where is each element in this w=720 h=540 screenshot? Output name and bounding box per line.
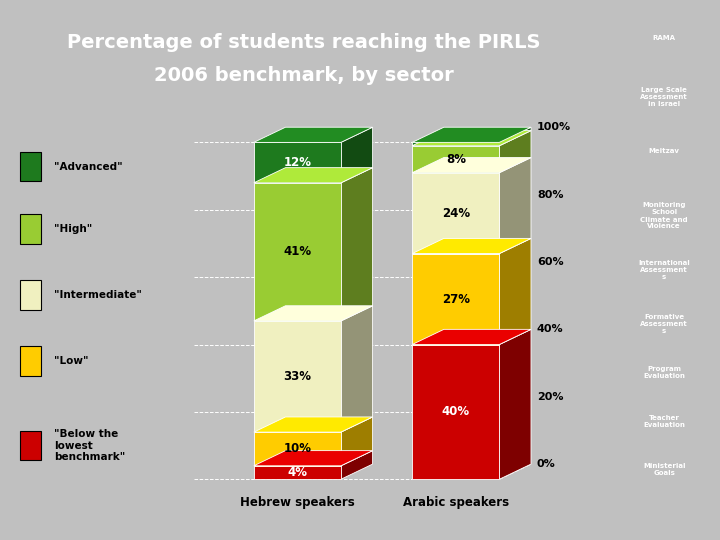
Text: Ministerial
Goals: Ministerial Goals xyxy=(643,463,685,476)
Text: "Below the
lowest
benchmark": "Below the lowest benchmark" xyxy=(54,429,125,462)
Polygon shape xyxy=(500,238,531,345)
Text: "Advanced": "Advanced" xyxy=(54,161,123,172)
Text: Monitoring
School
Climate and
Violence: Monitoring School Climate and Violence xyxy=(640,202,688,230)
Polygon shape xyxy=(413,131,531,146)
Text: 2006 benchmark, by sector: 2006 benchmark, by sector xyxy=(154,66,454,85)
Polygon shape xyxy=(254,306,373,321)
Text: 0%: 0% xyxy=(537,459,556,469)
Polygon shape xyxy=(413,238,531,254)
Polygon shape xyxy=(254,450,373,466)
Text: "High": "High" xyxy=(54,224,92,234)
Polygon shape xyxy=(254,432,341,466)
Polygon shape xyxy=(254,143,341,183)
Text: 41%: 41% xyxy=(283,245,312,258)
Polygon shape xyxy=(254,167,373,183)
Text: 24%: 24% xyxy=(441,207,470,220)
FancyBboxPatch shape xyxy=(20,431,41,460)
Polygon shape xyxy=(254,417,373,432)
Polygon shape xyxy=(413,345,500,480)
FancyBboxPatch shape xyxy=(20,280,41,310)
Polygon shape xyxy=(254,464,531,480)
Text: Arabic speakers: Arabic speakers xyxy=(402,496,509,509)
Text: 10%: 10% xyxy=(284,442,311,455)
Polygon shape xyxy=(413,254,500,345)
Polygon shape xyxy=(341,127,373,183)
Polygon shape xyxy=(341,306,373,432)
Text: International
Assessment
s: International Assessment s xyxy=(639,260,690,280)
Polygon shape xyxy=(500,127,531,480)
Text: 80%: 80% xyxy=(537,190,564,200)
Text: 4%: 4% xyxy=(287,466,307,479)
Polygon shape xyxy=(413,143,500,146)
Text: 8%: 8% xyxy=(446,153,466,166)
Text: Percentage of students reaching the PIRLS: Percentage of students reaching the PIRL… xyxy=(68,33,541,52)
Text: 40%: 40% xyxy=(441,406,470,419)
Polygon shape xyxy=(341,450,373,480)
Polygon shape xyxy=(413,173,500,254)
Text: Meitzav: Meitzav xyxy=(649,148,680,154)
Text: 12%: 12% xyxy=(284,156,311,169)
Text: 33%: 33% xyxy=(284,370,311,383)
Text: Teacher
Evaluation: Teacher Evaluation xyxy=(643,415,685,428)
Text: 60%: 60% xyxy=(537,257,564,267)
Polygon shape xyxy=(254,321,341,432)
Polygon shape xyxy=(413,329,531,345)
Polygon shape xyxy=(254,466,341,480)
Text: 40%: 40% xyxy=(537,325,564,334)
Polygon shape xyxy=(500,329,531,480)
Text: RAMA: RAMA xyxy=(653,35,675,41)
Polygon shape xyxy=(413,158,531,173)
Text: "Intermediate": "Intermediate" xyxy=(54,290,142,300)
Polygon shape xyxy=(500,158,531,254)
Text: 100%: 100% xyxy=(537,122,571,132)
FancyBboxPatch shape xyxy=(20,152,41,181)
Text: Hebrew speakers: Hebrew speakers xyxy=(240,496,355,509)
Polygon shape xyxy=(500,127,531,146)
Polygon shape xyxy=(254,127,373,143)
Text: Formative
Assessment
s: Formative Assessment s xyxy=(640,314,688,334)
FancyBboxPatch shape xyxy=(20,347,41,376)
Polygon shape xyxy=(500,131,531,173)
Text: 27%: 27% xyxy=(442,293,469,306)
Text: "Low": "Low" xyxy=(54,356,89,366)
Text: Program
Evaluation: Program Evaluation xyxy=(643,366,685,379)
Polygon shape xyxy=(341,417,373,466)
Text: 20%: 20% xyxy=(537,392,564,402)
Text: Large Scale
Assessment
in Israel: Large Scale Assessment in Israel xyxy=(640,87,688,107)
Polygon shape xyxy=(413,146,500,173)
Polygon shape xyxy=(341,167,373,321)
Polygon shape xyxy=(413,127,531,143)
FancyBboxPatch shape xyxy=(20,214,41,244)
Polygon shape xyxy=(254,183,341,321)
